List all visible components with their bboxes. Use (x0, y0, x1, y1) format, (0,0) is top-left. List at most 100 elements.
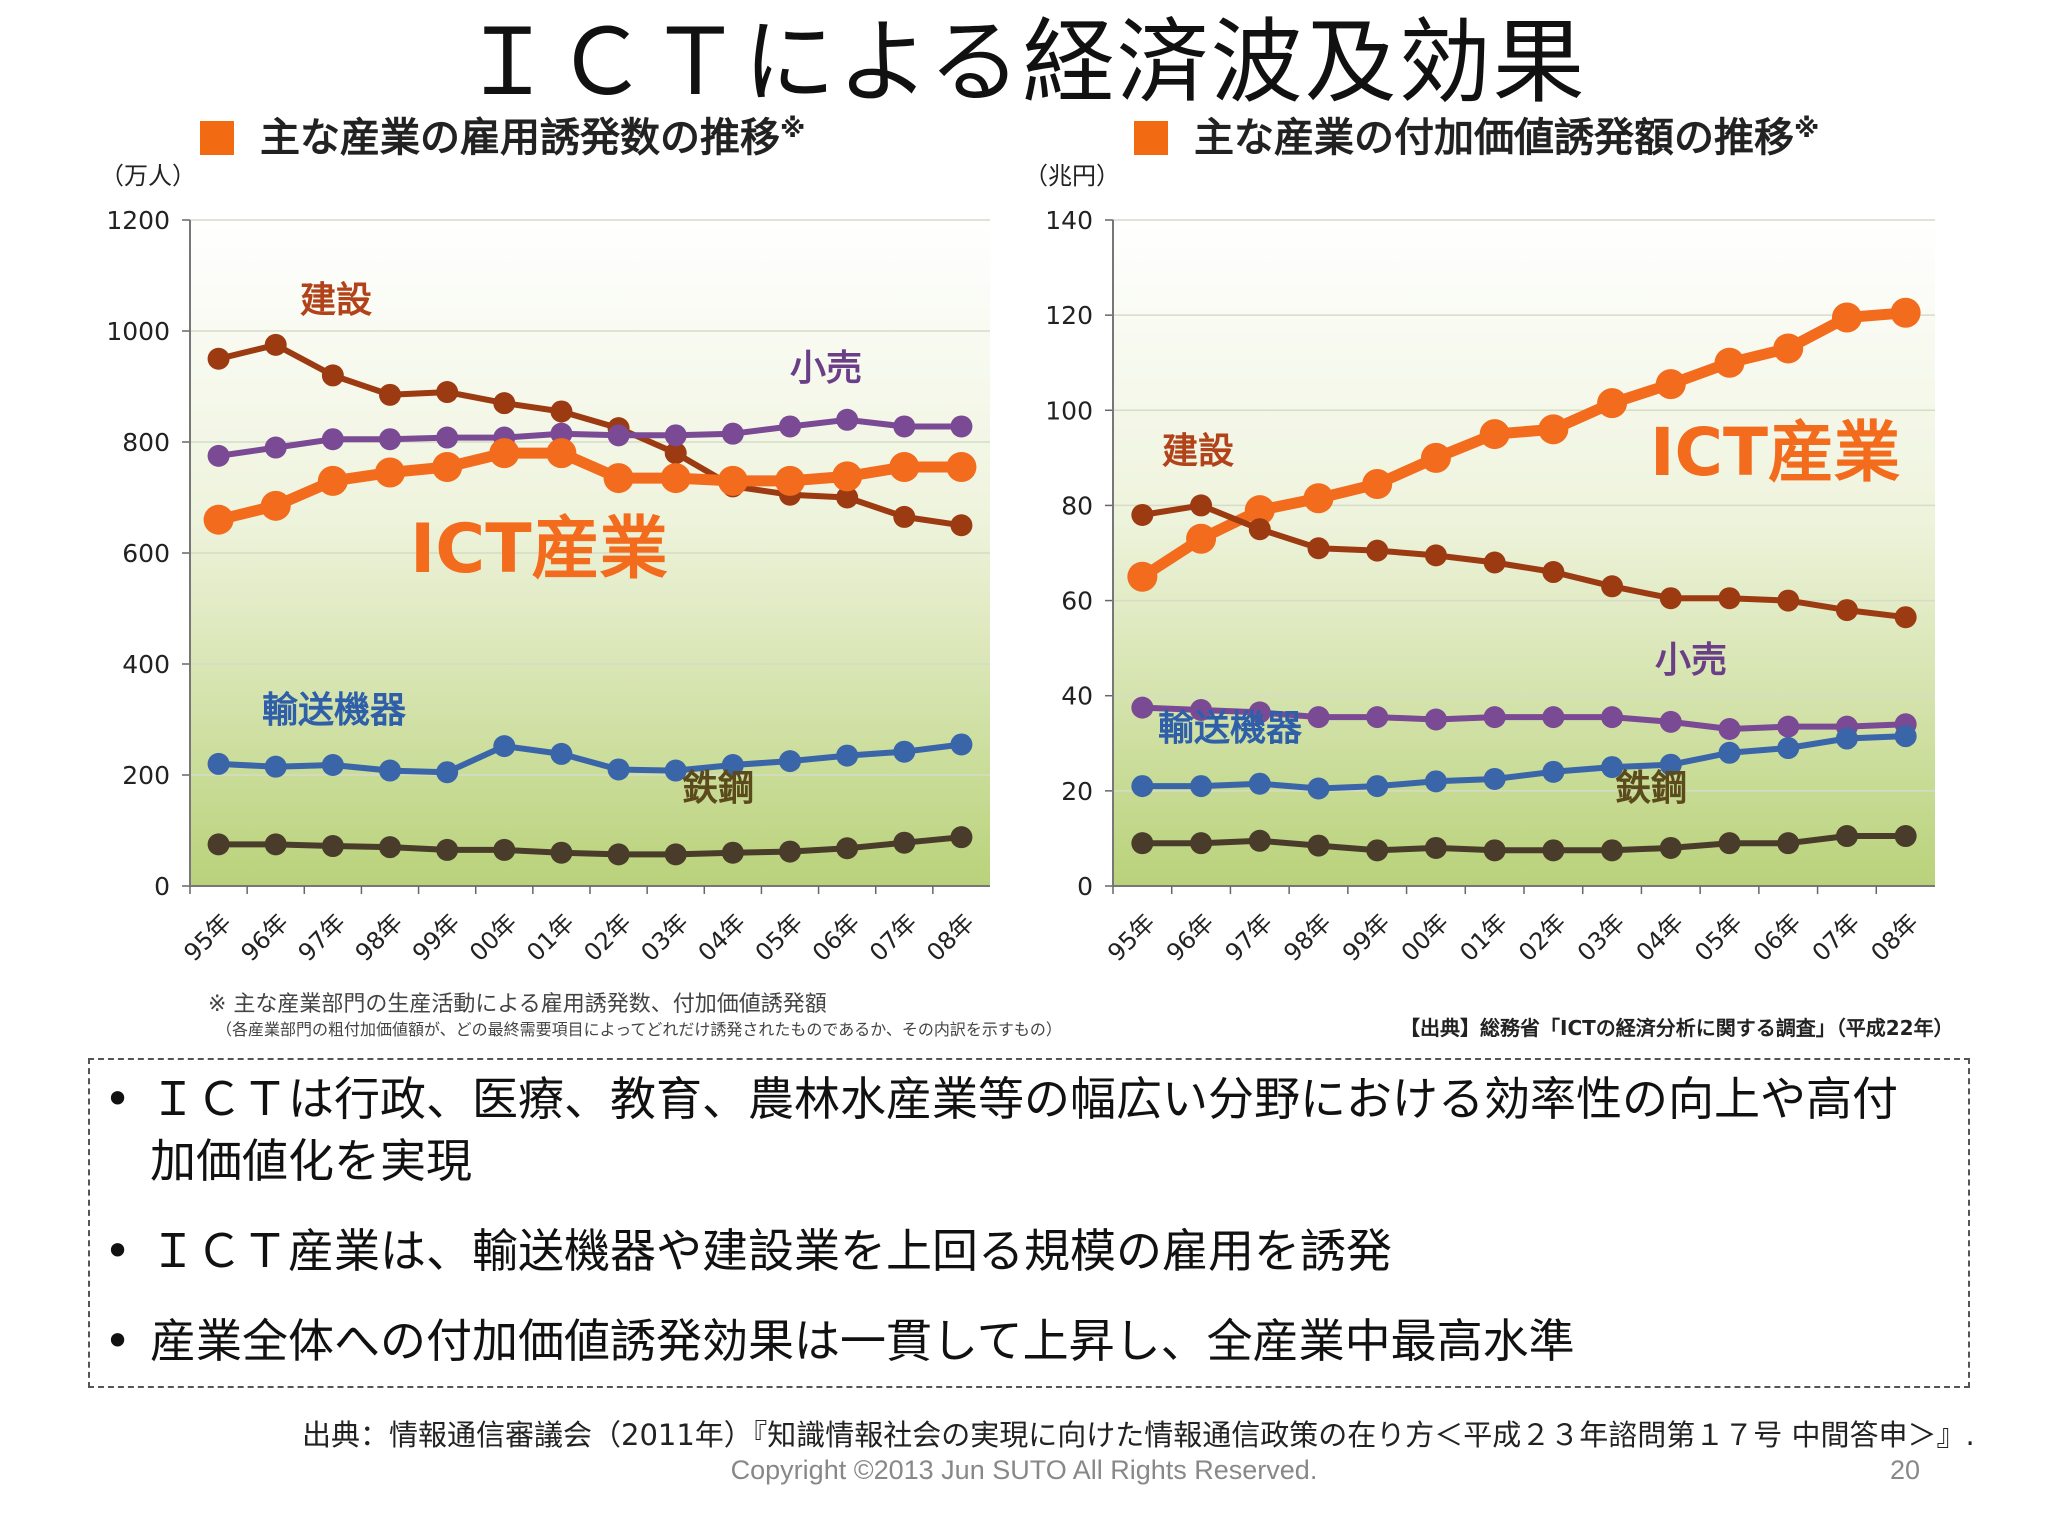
data-point (836, 744, 859, 767)
y-tick-label: 1000 (106, 317, 170, 346)
x-tick-label: 01年 (521, 908, 579, 966)
summary-box (88, 1058, 1970, 1388)
data-point (946, 451, 977, 482)
bullet-item-2: • ＩＣＴ産業は、輸送機器や建設業を上回る規模の雇用を誘発 (104, 1220, 1942, 1282)
data-point (379, 428, 401, 451)
footer-source: 出典：情報通信審議会（2011年）『知識情報社会の実現に向けた情報通信政策の在り… (302, 1418, 1975, 1452)
x-tick-label: 08年 (921, 908, 979, 966)
y-tick-label: 100 (1045, 396, 1093, 425)
data-point (1835, 727, 1858, 750)
right-chart-heading: 主な産業の付加価値誘発額の推移※ (1134, 104, 1819, 163)
data-point (1307, 834, 1330, 857)
data-point (1190, 775, 1213, 798)
x-tick-label: 06年 (807, 908, 865, 966)
data-point (1601, 706, 1624, 729)
data-point (321, 835, 344, 858)
data-point (1718, 587, 1741, 610)
data-point (1659, 587, 1682, 610)
data-point (1186, 523, 1217, 554)
data-point (1420, 442, 1451, 473)
data-point (264, 333, 287, 356)
data-point (1601, 575, 1624, 598)
data-point (1542, 760, 1565, 783)
y-tick-label: 20 (1061, 777, 1093, 806)
data-point (1248, 701, 1271, 724)
x-tick-label: 95年 (1102, 908, 1160, 966)
data-point (546, 438, 577, 469)
data-point (1131, 503, 1154, 526)
series-label: 鉄鋼 (682, 768, 754, 809)
y-tick-label: 0 (154, 872, 170, 901)
bullet-text: ＩＣＴ産業は、輸送機器や建設業を上回る規模の雇用を誘発 (150, 1224, 1392, 1278)
data-point (550, 742, 573, 765)
series-label: 輸送機器 (1158, 708, 1303, 749)
data-point (1303, 483, 1334, 514)
data-point (379, 836, 401, 859)
x-tick-label: 99年 (1337, 908, 1395, 966)
data-point (950, 733, 973, 756)
x-tick-label: 05年 (1689, 908, 1747, 966)
bullet-icon: • (104, 1072, 132, 1126)
data-point (317, 465, 348, 496)
x-tick-label: 06年 (1748, 908, 1806, 966)
data-point (1424, 544, 1447, 567)
data-point (607, 758, 630, 781)
data-point (1542, 706, 1565, 729)
data-point (264, 833, 287, 856)
x-tick-label: 95年 (178, 908, 236, 966)
data-point (664, 843, 687, 866)
x-tick-label: 01年 (1455, 908, 1513, 966)
data-point (1601, 839, 1624, 862)
bullet-icon: • (104, 1224, 132, 1278)
data-point (1131, 696, 1154, 719)
data-point (664, 424, 687, 447)
data-point (432, 451, 463, 482)
data-point (1307, 537, 1330, 560)
data-point (1718, 741, 1741, 764)
series-label: ICT産業 (410, 510, 668, 589)
data-point (1424, 708, 1447, 731)
data-point (264, 436, 287, 459)
data-point (207, 347, 230, 370)
data-point (1483, 706, 1506, 729)
data-point (321, 754, 344, 777)
data-point (1773, 333, 1804, 364)
data-point (1831, 302, 1862, 333)
data-point (893, 415, 916, 438)
data-point (664, 442, 687, 465)
data-point (775, 465, 805, 496)
x-tick-label: 00年 (464, 908, 522, 966)
data-point (260, 490, 291, 521)
data-point (1835, 825, 1858, 848)
x-tick-label: 04年 (1631, 908, 1689, 966)
data-point (489, 438, 520, 469)
data-point (836, 408, 859, 431)
data-point (1307, 706, 1330, 729)
data-point (264, 755, 287, 778)
data-point (893, 831, 916, 854)
data-point (1483, 767, 1506, 790)
bullet-text: 産業全体への付加価値誘発効果は一貫して上昇し、全産業中最高水準 (150, 1314, 1575, 1368)
data-point (721, 422, 744, 445)
data-point (1131, 832, 1154, 855)
data-point (1597, 388, 1628, 419)
data-point (1659, 753, 1682, 776)
chart-footnote: ※ 主な産業部門の生産活動による雇用誘発数、付加価値誘発額 (208, 992, 827, 1017)
data-point (203, 504, 234, 535)
data-point (550, 400, 573, 423)
left-chart-title-mark: ※ (780, 114, 806, 144)
data-point (1483, 551, 1506, 574)
data-point (321, 364, 344, 387)
data-point (1835, 599, 1858, 622)
x-tick-label: 05年 (750, 908, 808, 966)
data-point (1894, 825, 1917, 848)
y-axis-unit: （万人） (100, 162, 196, 190)
data-point (950, 826, 973, 849)
x-tick-label: 98年 (350, 908, 408, 966)
data-point (1424, 770, 1447, 793)
x-tick-label: 96年 (236, 908, 294, 966)
data-point (436, 381, 459, 404)
data-point (1248, 772, 1271, 795)
page-title: ＩＣＴによる経済波及効果 (461, 9, 1587, 116)
x-tick-label: 03年 (636, 908, 694, 966)
